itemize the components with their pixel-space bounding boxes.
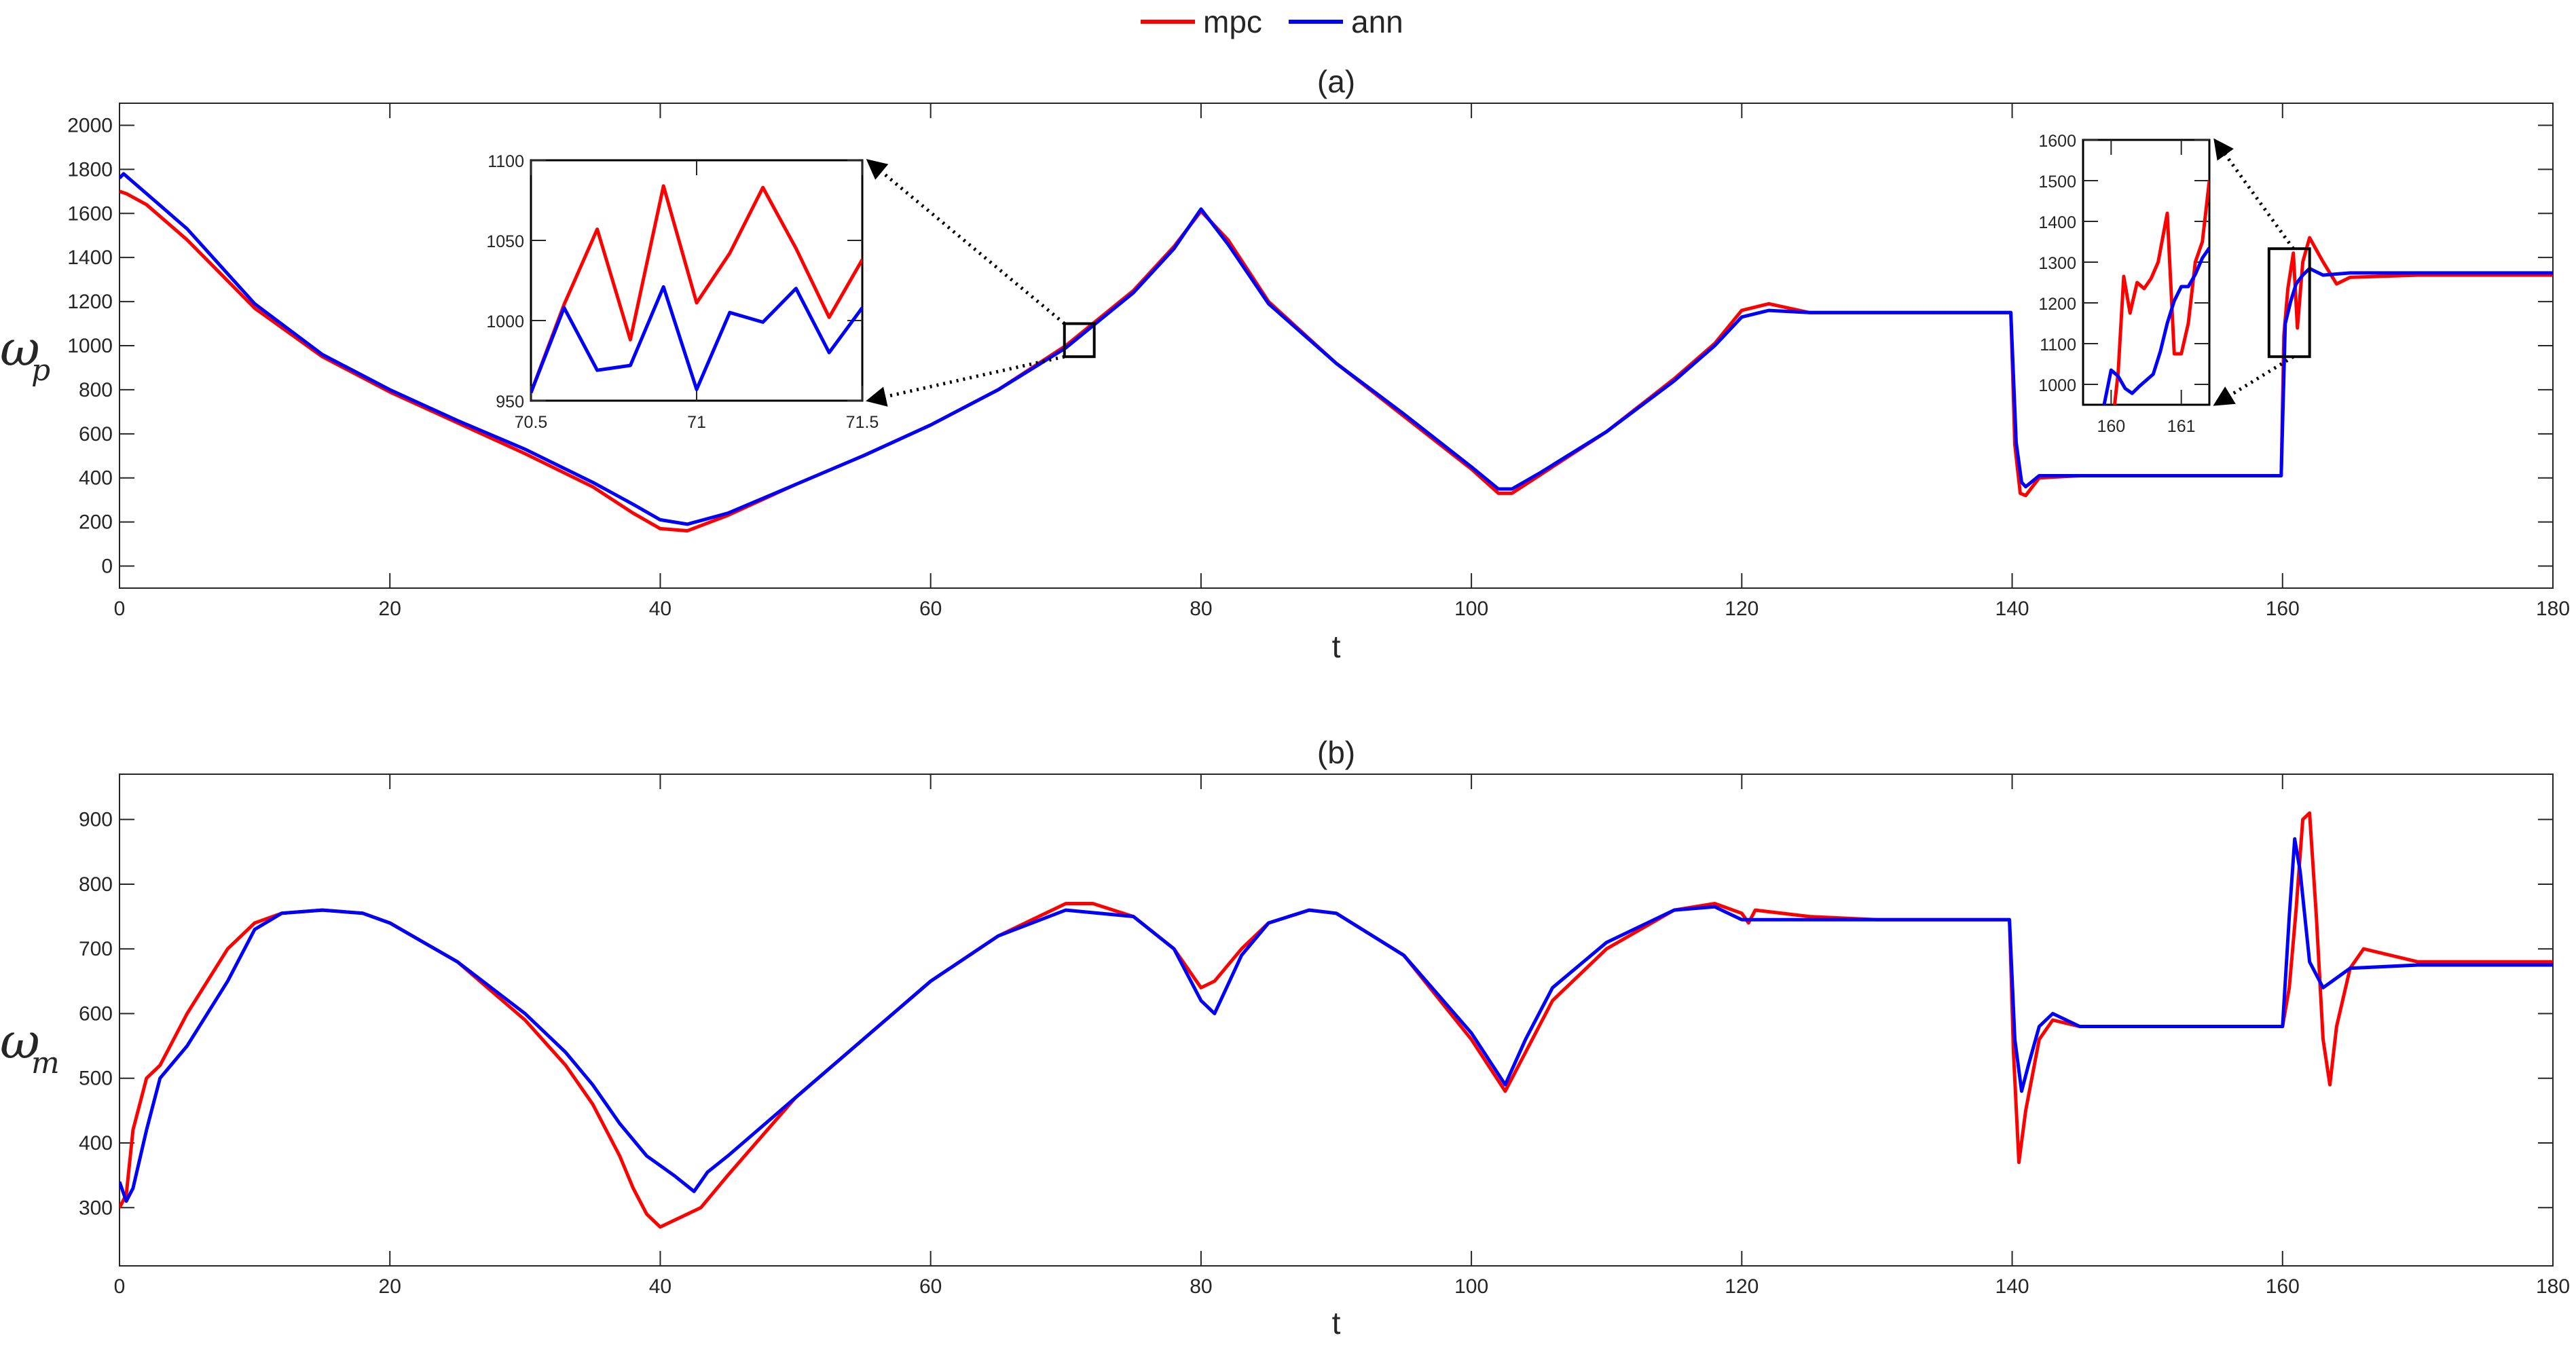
inset-1-ytick-label: 1100 xyxy=(487,152,524,171)
panel-a-ytick-label: 1400 xyxy=(67,247,113,269)
panel-b-xlabel: t xyxy=(1332,1305,1341,1341)
inset-1-line-ff0000 xyxy=(531,184,862,394)
panel-a-xtick-label: 60 xyxy=(919,598,942,620)
panel-b-title: (b) xyxy=(1317,735,1355,770)
panel-a-xtick-label: 0 xyxy=(114,598,126,620)
panel-b-xtick-label: 20 xyxy=(379,1275,401,1298)
inset-1-source-box xyxy=(1063,322,1096,359)
panel-a-xtick-label: 80 xyxy=(1190,598,1212,620)
panel-a-xlabel: t xyxy=(1332,629,1341,664)
inset-2-ytick-label: 1400 xyxy=(2038,213,2076,232)
inset-1-xtick-label: 71.5 xyxy=(846,413,879,432)
panel-a-xtick-label: 180 xyxy=(2536,598,2570,620)
panel-a-line-mpc xyxy=(119,189,2553,533)
panel-b-ylabel-symbol: ω xyxy=(0,1013,40,1070)
panel-a-xtick-label: 160 xyxy=(2266,598,2300,620)
inset-1-line-0000ff xyxy=(531,285,862,394)
panel-a-ytick-label: 1600 xyxy=(67,202,113,225)
panel-b-ytick-label: 600 xyxy=(79,1002,113,1025)
panel-a-ytick-label: 2000 xyxy=(67,114,113,137)
inset-2-xtick-label: 160 xyxy=(2097,417,2125,436)
panel-a-ytick-label: 1200 xyxy=(67,291,113,313)
panel-b-ticks: 0 20 40 60 80 100 120 140 160 180 300 400 500 600 700 8… xyxy=(79,774,2570,1298)
panel-b-xtick-label: 40 xyxy=(649,1275,671,1298)
panel-b-plot-area xyxy=(119,774,2554,1267)
panel-b-xtick-label: 160 xyxy=(2266,1275,2300,1298)
panel-a: (a) ω p 0 20 40 60 80 100 120 140 160 18002004006… xyxy=(0,64,2570,664)
panel-a-ylabel-subscript: p xyxy=(31,353,50,388)
panel-a-xtick-label: 40 xyxy=(649,598,671,620)
inset-1-connector-bottom xyxy=(866,354,1065,407)
inset-1: 70.5 71 71.5 950 1000 1050 1100 xyxy=(486,152,1096,432)
panel-b-ylabel-subscript: m xyxy=(31,1046,60,1080)
panel-a-line-ann xyxy=(119,172,2553,526)
panel-a-ytick-label: 200 xyxy=(79,511,113,534)
legend-label-ann: ann xyxy=(1351,4,1403,39)
legend-label-mpc: mpc xyxy=(1203,4,1262,39)
panel-a-ytick-label: 800 xyxy=(79,379,113,401)
inset-2-ytick-label: 1100 xyxy=(2040,335,2076,354)
inset-2-line-ff0000 xyxy=(2113,180,2209,405)
inset-1-ticks: 70.5 71 71.5 950 1000 1050 1100 xyxy=(486,152,879,432)
inset-2-connector-bottom xyxy=(2213,355,2294,407)
panel-a-ytick-label: 400 xyxy=(79,467,113,490)
panel-b-lines xyxy=(119,811,2553,1229)
panel-a-ytick-label: 1000 xyxy=(67,335,113,357)
legend: mpc ann xyxy=(1141,4,1403,39)
panel-a-ytick-label: 1800 xyxy=(67,158,113,181)
panel-b-xtick-label: 80 xyxy=(1190,1275,1212,1298)
inset-2-ticks: 160 161 1000 1100 1200 1300 1400 1500 1600 xyxy=(2038,132,2209,436)
panel-b-xtick-label: 100 xyxy=(1454,1275,1488,1298)
panel-a-ticks: 0 20 40 60 80 100 120 140 160 1800200400600800100… xyxy=(67,103,2570,620)
inset-1-connector-top xyxy=(866,159,1066,325)
panel-b-line-mpc xyxy=(119,811,2553,1229)
panel-b-xtick-label: 120 xyxy=(1725,1275,1759,1298)
panel-b-ytick-label: 700 xyxy=(79,938,113,960)
inset-2-connector-top xyxy=(2213,138,2295,250)
inset-2-frame xyxy=(2082,139,2211,406)
inset-2-ytick-label: 1500 xyxy=(2038,172,2076,192)
inset-2-line-0000ff xyxy=(2102,247,2209,405)
panel-b-ytick-label: 900 xyxy=(79,809,113,831)
inset-1-ytick-label: 1050 xyxy=(486,232,524,251)
panel-b-ylabel: ω m xyxy=(0,1013,60,1080)
inset-2-ytick-label: 1600 xyxy=(2038,132,2076,151)
inset-2: 160 161 1000 1100 1200 1300 1400 1500 1600 xyxy=(2038,132,2311,436)
panel-b-ytick-label: 400 xyxy=(79,1132,113,1154)
panel-b-xtick-label: 180 xyxy=(2536,1275,2570,1298)
panel-a-ytick-label: 0 xyxy=(101,556,113,578)
inset-1-ytick-label: 1000 xyxy=(486,312,524,331)
panel-a-xtick-label: 100 xyxy=(1454,598,1488,620)
panel-a-xtick-label: 20 xyxy=(379,598,401,620)
panel-a-ylabel-symbol: ω xyxy=(0,320,40,377)
inset-1-xtick-label: 70.5 xyxy=(515,413,548,432)
inset-1-frame xyxy=(530,159,864,402)
panel-a-title: (a) xyxy=(1317,64,1355,99)
panel-b-xtick-label: 60 xyxy=(919,1275,942,1298)
inset-2-source-box xyxy=(2267,247,2311,359)
panel-b-ytick-label: 500 xyxy=(79,1068,113,1090)
panel-b-ytick-label: 800 xyxy=(79,873,113,896)
panel-a-xtick-label: 140 xyxy=(1995,598,2029,620)
inset-2-ytick-label: 1200 xyxy=(2038,295,2076,314)
inset-2-ytick-label: 1000 xyxy=(2038,376,2076,395)
inset-1-xtick-label: 71 xyxy=(687,413,706,432)
inset-2-xtick-label: 161 xyxy=(2167,417,2196,436)
panel-b: (b) ω m 0 20 40 60 80 100 120 140 160 180 300 400 50… xyxy=(0,735,2570,1341)
inset-1-ytick-label: 950 xyxy=(496,393,524,412)
panel-a-ylabel: ω p xyxy=(0,320,50,388)
panel-b-line-ann xyxy=(119,837,2553,1203)
panel-b-xtick-label: 140 xyxy=(1995,1275,2029,1298)
panel-a-xtick-label: 120 xyxy=(1725,598,1759,620)
inset-2-ytick-label: 1300 xyxy=(2038,254,2076,273)
panel-a-lines xyxy=(119,172,2553,533)
panel-b-ytick-label: 300 xyxy=(79,1197,113,1219)
panel-a-ytick-label: 600 xyxy=(79,423,113,445)
panel-b-xtick-label: 0 xyxy=(114,1275,126,1298)
